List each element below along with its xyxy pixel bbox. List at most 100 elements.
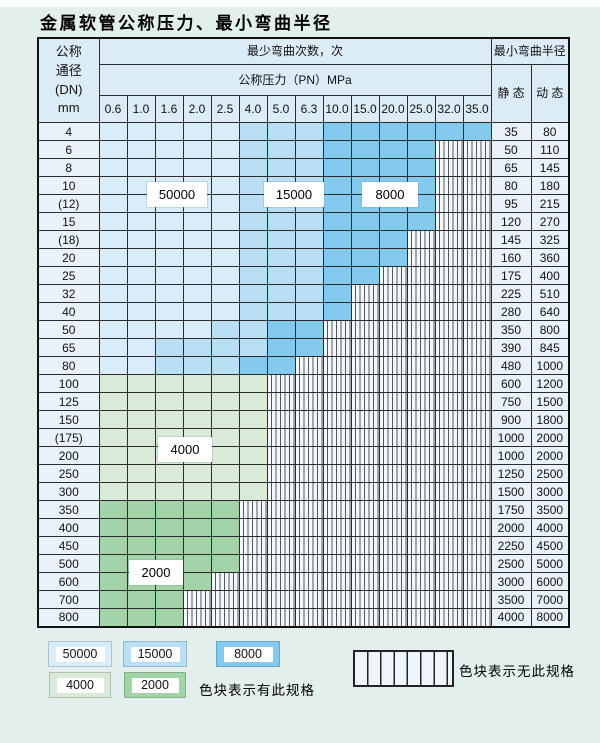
zone-cell xyxy=(154,140,184,159)
dn-cell-200: 200 xyxy=(37,446,100,465)
dn-cell-10: 10 xyxy=(37,176,100,195)
zone-cell xyxy=(294,428,324,447)
zone-cell xyxy=(266,212,296,231)
zone-cell xyxy=(434,608,464,627)
zone-cell xyxy=(238,302,268,321)
zone-cell xyxy=(126,284,156,303)
legend-swatch-50000: 50000 xyxy=(48,641,112,667)
zone-cell xyxy=(378,500,408,519)
zone-cell xyxy=(378,140,408,159)
zone-cell xyxy=(294,554,324,573)
dn-cell-450: 450 xyxy=(37,536,100,555)
dn-cell-150: 150 xyxy=(37,410,100,429)
zone-cell xyxy=(406,482,436,501)
zone-cell xyxy=(210,248,240,267)
zone-cell xyxy=(406,140,436,159)
zone-cell xyxy=(434,248,464,267)
zone-cell xyxy=(154,374,184,393)
dn-cell-100: 100 xyxy=(37,374,100,393)
zone-cell xyxy=(322,194,352,213)
zone-cell xyxy=(210,536,240,555)
zone-cell xyxy=(350,284,380,303)
legend-no-spec-note: 色块表示无此规格 xyxy=(459,664,575,679)
zone-cell xyxy=(154,410,184,429)
zone-cell xyxy=(266,410,296,429)
zone-cell xyxy=(182,590,212,609)
zone-cell xyxy=(210,518,240,537)
dn-cell-18: (18) xyxy=(37,230,100,249)
zone-cell xyxy=(238,230,268,249)
zone-cell xyxy=(210,590,240,609)
zone-cell xyxy=(210,212,240,231)
zone-cell xyxy=(350,320,380,339)
legend-has-spec-note: 色块表示有此规格 xyxy=(199,683,315,698)
static-radius-cell: 280 xyxy=(490,302,532,321)
zone-cell xyxy=(238,122,268,141)
dn-cell-15: 15 xyxy=(37,212,100,231)
static-radius-cell: 3000 xyxy=(490,572,532,591)
zone-cell xyxy=(406,500,436,519)
zone-cell xyxy=(434,158,464,177)
zone-cell xyxy=(210,374,240,393)
zone-cell xyxy=(126,392,156,411)
zone-cell xyxy=(154,284,184,303)
zone-cell xyxy=(322,572,352,591)
zone-cell xyxy=(406,320,436,339)
zone-cell xyxy=(322,608,352,627)
static-radius-cell: 50 xyxy=(490,140,532,159)
zone-cell xyxy=(378,158,408,177)
dn-cell-25: 25 xyxy=(37,266,100,285)
zone-cell xyxy=(294,230,324,249)
spec-table-body: 公称 通径 (DN) mm 最少弯曲次数，次 最小弯曲半径 公称压力（PN）MPa 静 态动 … xyxy=(37,37,570,627)
zone-cell xyxy=(238,266,268,285)
zone-cell xyxy=(378,230,408,249)
zone-label-2000: 2000 xyxy=(129,560,183,585)
zone-cell xyxy=(126,428,156,447)
zone-cell xyxy=(462,176,492,195)
zone-cell xyxy=(126,320,156,339)
zone-cell xyxy=(462,266,492,285)
zone-cell xyxy=(154,356,184,375)
page-title: 金属软管公称压力、最小弯曲半径 xyxy=(40,14,333,34)
dynamic-radius-cell: 215 xyxy=(530,194,570,213)
zone-cell xyxy=(126,374,156,393)
zone-cell xyxy=(350,410,380,429)
zone-cell xyxy=(126,122,156,141)
zone-cell xyxy=(266,536,296,555)
zone-cell xyxy=(462,536,492,555)
zone-cell xyxy=(182,158,212,177)
zone-cell xyxy=(154,158,184,177)
zone-cell xyxy=(238,572,268,591)
legend-swatch-4000: 4000 xyxy=(49,672,111,698)
zone-cell xyxy=(350,428,380,447)
zone-cell xyxy=(462,518,492,537)
zone-cell xyxy=(126,248,156,267)
zone-cell xyxy=(182,284,212,303)
pressure-value-header: 35.0 xyxy=(462,95,492,123)
dn-header-line: 公称 xyxy=(55,43,82,59)
zone-cell xyxy=(294,482,324,501)
dn-header-line: mm xyxy=(57,100,80,116)
zone-cell xyxy=(266,572,296,591)
zone-cell xyxy=(406,410,436,429)
zone-cell xyxy=(182,518,212,537)
zone-cell xyxy=(294,122,324,141)
zone-cell xyxy=(378,518,408,537)
zone-cell xyxy=(322,410,352,429)
legend-swatch-value: 50000 xyxy=(55,646,105,662)
zone-cell xyxy=(378,122,408,141)
zone-cell xyxy=(350,356,380,375)
dn-cell-600: 600 xyxy=(37,572,100,591)
zone-cell xyxy=(126,302,156,321)
zone-cell xyxy=(238,338,268,357)
zone-cell xyxy=(322,446,352,465)
zone-cell xyxy=(210,608,240,627)
dynamic-radius-cell: 1200 xyxy=(530,374,570,393)
zone-cell xyxy=(462,122,492,141)
zone-cell xyxy=(210,140,240,159)
zone-cell xyxy=(406,572,436,591)
pressure-value-header: 4.0 xyxy=(238,95,268,123)
zone-cell xyxy=(322,248,352,267)
zone-cell xyxy=(238,212,268,231)
zone-cell xyxy=(210,410,240,429)
